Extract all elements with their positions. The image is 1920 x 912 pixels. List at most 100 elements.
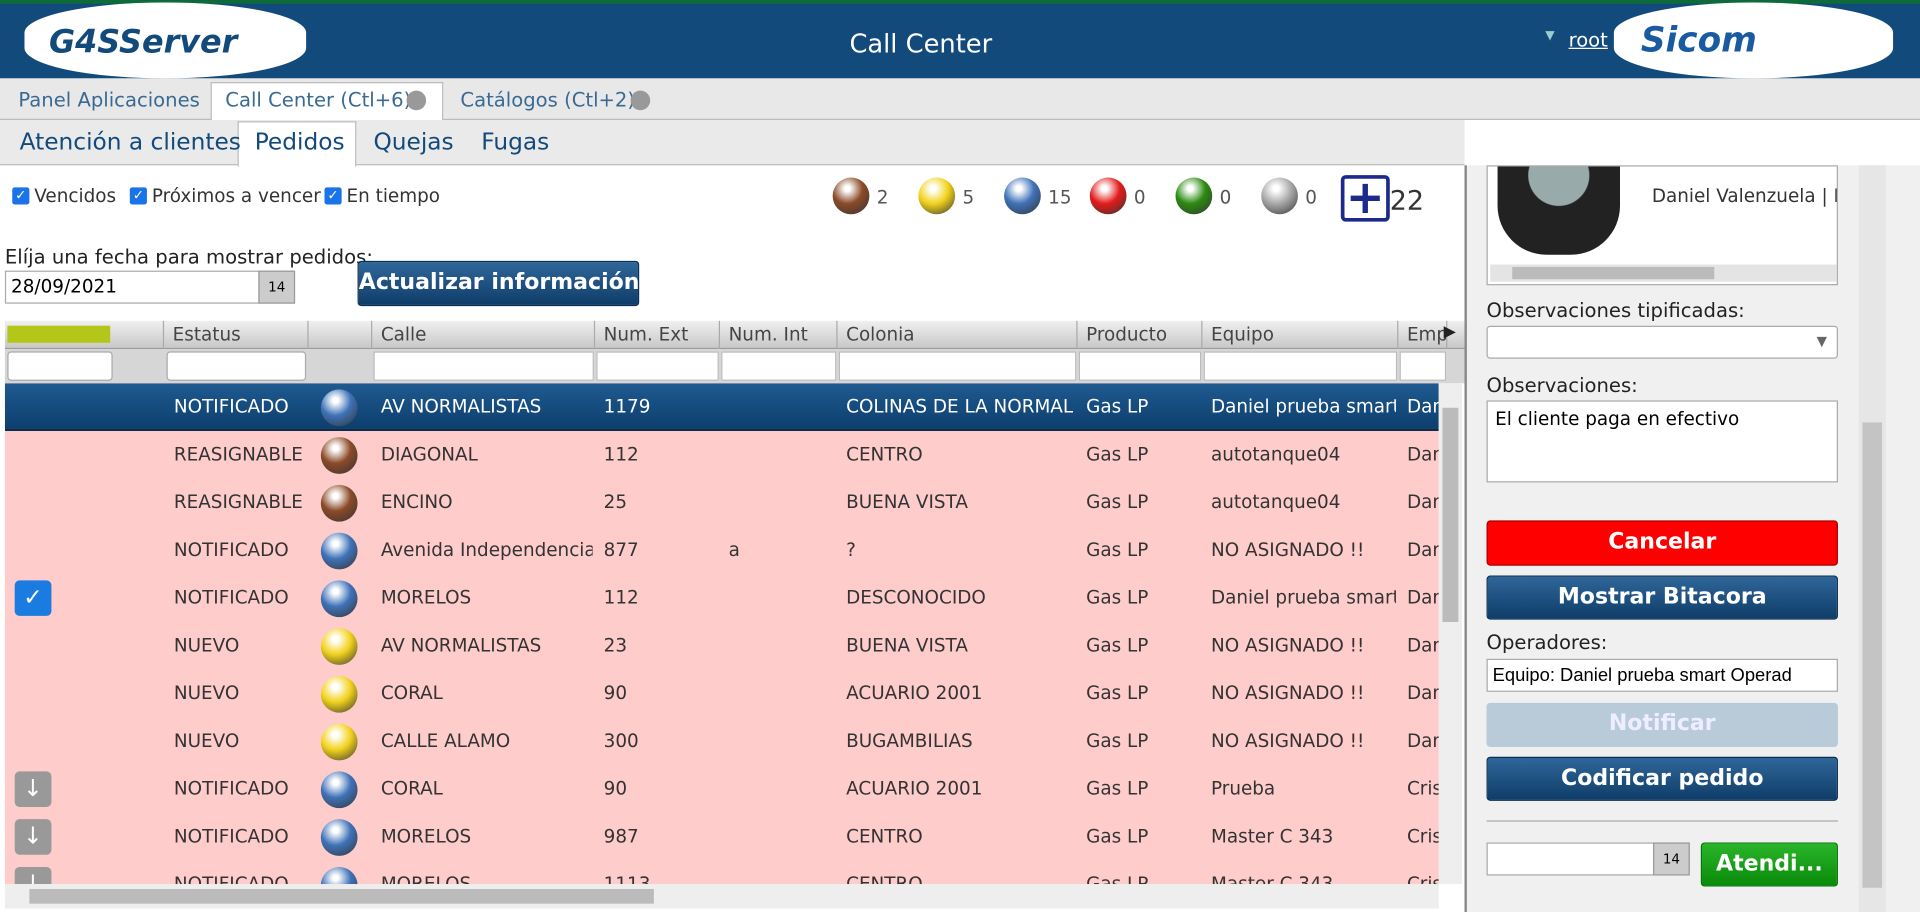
tab-close[interactable] xyxy=(406,90,427,111)
subtab[interactable]: Fugas xyxy=(481,128,550,156)
log-button[interactable]: Mostrar Bitacora xyxy=(1486,575,1838,620)
table-row[interactable]: NOTIFICADO AV NORMALISTAS 1179 COLINAS DE L… xyxy=(4,383,1439,432)
filter-label: Próximos a vencer xyxy=(151,184,321,207)
v-thumb[interactable] xyxy=(1442,407,1459,623)
column-header[interactable]: Calle xyxy=(372,320,596,349)
add-icon[interactable]: + xyxy=(1340,174,1390,222)
tab[interactable]: Call Center (Ctl+6) xyxy=(225,88,412,112)
v-scrollbar[interactable] xyxy=(1438,383,1463,885)
table-row[interactable]: REASIGNABLE DIAGONAL 112 CENTRO Gas LP autota… xyxy=(4,431,1439,479)
calendar-button[interactable]: 14 xyxy=(1653,842,1690,876)
cell: CENTRO xyxy=(846,825,923,848)
column-header[interactable]: Num. Int xyxy=(720,320,838,349)
cell: 1179 xyxy=(603,395,651,418)
encode-button[interactable]: Codificar pedido xyxy=(1486,756,1838,801)
cancel-button[interactable]: Cancelar xyxy=(1486,520,1838,566)
cell: NO ASIGNADO !! xyxy=(1211,682,1365,705)
cell: COLINAS DE LA NORMAL xyxy=(846,395,1074,418)
status: NUEVO xyxy=(173,634,240,657)
status-count: 2 xyxy=(876,186,889,209)
filter-select[interactable] xyxy=(7,351,113,381)
subtab[interactable]: Pedidos xyxy=(254,128,345,156)
status-ball xyxy=(1175,177,1213,215)
cell: ACUARIO 2001 xyxy=(846,777,983,800)
date-input[interactable]: 28/09/2021 xyxy=(4,270,260,304)
operator-select[interactable]: Equipo: Daniel prueba smart Operad xyxy=(1486,658,1838,692)
cell: Daniel prueba smart xyxy=(1211,395,1396,418)
cell: Gas LP xyxy=(1086,861,1200,884)
tab[interactable]: Panel Aplicaciones xyxy=(18,88,200,112)
card-thumb[interactable] xyxy=(1512,266,1715,280)
attend-button[interactable]: Atendi... xyxy=(1700,842,1838,887)
checkbox[interactable]: ✓ xyxy=(129,187,147,205)
filter-input[interactable] xyxy=(373,351,594,381)
obs-textarea[interactable]: El cliente paga en efectivo xyxy=(1486,400,1838,483)
filter-input[interactable] xyxy=(596,351,719,381)
filter-input[interactable] xyxy=(1078,351,1202,381)
table-row[interactable]: REASIGNABLE ENCINO 25 BUENA VISTA Gas LP auto… xyxy=(4,478,1439,527)
column-header[interactable]: Producto xyxy=(1078,320,1203,349)
filter-input[interactable] xyxy=(721,351,837,381)
status-count: 0 xyxy=(1219,186,1232,209)
table-row[interactable]: NUEVO CALLE ALAMO 300 BUGAMBILIAS Gas LP NO A… xyxy=(4,717,1439,766)
column-header[interactable]: Num. Ext xyxy=(595,320,721,349)
cell: 23 xyxy=(603,634,628,657)
column-header[interactable]: Colonia xyxy=(838,320,1078,349)
checkbox[interactable]: ✓ xyxy=(324,187,342,205)
cell: ENCINO xyxy=(380,491,453,514)
status-count: 5 xyxy=(962,186,975,209)
panel-scrollbar[interactable] xyxy=(1858,165,1886,912)
column-header[interactable]: Equipo xyxy=(1202,320,1399,349)
row-marker[interactable]: ↓ xyxy=(14,819,52,855)
splitter xyxy=(1464,165,1467,912)
table-row[interactable]: NUEVO CORAL 90 ACUARIO 2001 Gas LP NO ASIGNAD… xyxy=(4,669,1439,718)
row-marker[interactable]: ✓ xyxy=(14,580,52,616)
table-row[interactable]: NOTIFICADO Avenida Independencia 877 a? Gas … xyxy=(4,526,1439,575)
status-ball xyxy=(320,532,358,570)
attend-date[interactable] xyxy=(1486,842,1655,876)
row-marker[interactable]: ↓ xyxy=(14,771,52,807)
table-row[interactable]: ↓ NOTIFICADO MORELOS 987 CENTRO Gas LP Master … xyxy=(4,813,1439,861)
status-ball xyxy=(320,437,358,474)
cell: 90 xyxy=(603,777,628,800)
status: NOTIFICADO xyxy=(174,861,289,884)
table-row[interactable]: ↓ NOTIFICADO CORAL 90 ACUARIO 2001 Gas LP Prue… xyxy=(4,765,1439,814)
tab-close[interactable] xyxy=(630,90,651,111)
cell: CORAL xyxy=(380,682,443,705)
subtab[interactable]: Atención a clientes xyxy=(19,128,241,156)
subtab[interactable]: Quejas xyxy=(373,128,454,156)
h-scrollbar[interactable] xyxy=(4,884,1439,909)
panel-thumb[interactable] xyxy=(1862,422,1883,888)
cell: ACUARIO 2001 xyxy=(846,682,983,705)
calendar-button[interactable]: 14 xyxy=(258,270,296,304)
filter-input[interactable] xyxy=(838,351,1077,381)
update-button[interactable]: Actualizar información xyxy=(357,260,640,307)
user-arrow: ▼ xyxy=(1545,29,1555,43)
table-row[interactable]: ↓ NOTIFICADO MORELOS 1113 CENTRO Gas LP Master… xyxy=(4,860,1439,885)
notify-button[interactable]: Notificar xyxy=(1486,702,1838,747)
status-ball xyxy=(320,389,358,427)
table-row[interactable]: ✓ NOTIFICADO MORELOS 112 DESCONOCIDO Gas LP Da… xyxy=(4,574,1439,623)
separator xyxy=(1486,820,1838,822)
status-count: 0 xyxy=(1305,186,1317,209)
label: Observaciones tipificadas: xyxy=(1486,298,1745,323)
filter-input[interactable] xyxy=(1203,351,1398,381)
cell: 877 xyxy=(603,538,639,561)
table-row[interactable]: NUEVO AV NORMALISTAS 23 BUENA VISTA Gas LP NO… xyxy=(4,622,1439,670)
filter-select[interactable] xyxy=(166,351,307,381)
card-scroll[interactable] xyxy=(1490,264,1837,282)
cell: BUENA VISTA xyxy=(846,491,968,514)
checkbox[interactable]: ✓ xyxy=(12,187,30,205)
user-link[interactable]: root xyxy=(1568,28,1608,52)
filter-input[interactable] xyxy=(1399,351,1447,381)
cell: Dan xyxy=(1406,538,1439,561)
status-ball xyxy=(320,866,358,885)
row-marker[interactable]: ↓ xyxy=(14,866,52,885)
typed-select[interactable]: ▼ xyxy=(1486,325,1838,359)
logo-right: Sicom xyxy=(1640,19,1757,61)
tab[interactable]: Catálogos (Ctl+2) xyxy=(460,88,636,112)
h-thumb[interactable] xyxy=(29,888,654,904)
column-header[interactable]: Estatus xyxy=(164,320,309,349)
column-header[interactable]: Empresa xyxy=(1398,320,1448,349)
